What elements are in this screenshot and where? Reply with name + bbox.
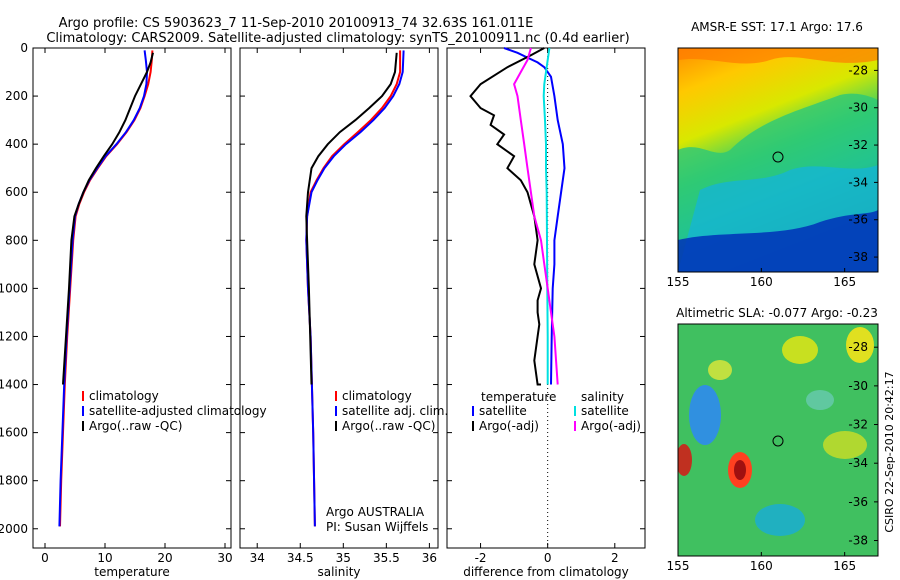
difference-xtick-label: 2 (611, 551, 619, 565)
sla-map-ytick-label: -38 (848, 534, 868, 548)
sst-map-ytick-label: -36 (848, 213, 868, 227)
salinity-axes-box (239, 47, 439, 549)
temperature-xtick-label: 30 (217, 551, 232, 565)
series-line-satellite-adjusted-climatology (58, 50, 149, 527)
sst-map-ytick-label: -28 (848, 63, 868, 77)
legend-label: satellite (479, 404, 527, 418)
series-line-temperature-argo-adj- (469, 47, 545, 386)
depth-tick-label: 1600 (0, 426, 28, 440)
series-line-climatology (59, 50, 154, 527)
temperature-xtick-label: 20 (157, 551, 172, 565)
sla-map: Altimetric SLA: -0.077 Argo: -0.23 155 16… (667, 306, 879, 573)
sst-map-xtick-label: 155 (667, 275, 690, 289)
sla-map-title: Altimetric SLA: -0.077 Argo: -0.23 (676, 306, 878, 320)
salinity-xtick-label: 35.5 (373, 551, 400, 565)
sla-map-xtick-label: 165 (833, 559, 856, 573)
series-line-salinity-satellite (542, 47, 551, 385)
salinity-xlabel: salinity (317, 565, 360, 579)
series-line-satellite-adj-clim- (305, 50, 405, 527)
legend-label: satellite adj. clim. (342, 404, 448, 418)
depth-tick-label: 2000 (0, 522, 28, 536)
temperature-panel: 0 10 20 30 0 200 400 600 800 1000 1200 1400 1600 1800… (0, 41, 267, 579)
depth-tick-label: 0 (20, 41, 28, 55)
sla-argo-marker (772, 435, 784, 447)
depth-tick-label: 600 (5, 185, 28, 199)
temperature-xlabel: temperature (94, 565, 169, 579)
legend-label: satellite-adjusted climatology (89, 404, 267, 418)
depth-tick-label: 400 (5, 137, 28, 151)
credit-label: CSIRO 22-Sep-2010 20:42:17 (883, 371, 896, 532)
legend-label: climatology (89, 389, 159, 403)
sla-map-xtick-label: 155 (667, 559, 690, 573)
series-line-argo-raw-qc- (62, 52, 154, 385)
argo-country-label: Argo AUSTRALIA (326, 505, 425, 519)
series-line-salinity-argo-adj- (513, 47, 559, 385)
temperature-xtick-label: 10 (97, 551, 112, 565)
legend-label: Argo(-adj) (479, 419, 539, 433)
depth-tick-label: 1800 (0, 474, 28, 488)
difference-axes-box (446, 47, 646, 549)
temperature-xtick-label: 0 (41, 551, 49, 565)
sst-map-ytick-label: -32 (848, 138, 868, 152)
depth-tick-label: 1000 (0, 281, 28, 295)
sla-map-ytick-label: -30 (848, 379, 868, 393)
difference-xlabel: difference from climatology (463, 565, 629, 579)
series-line-argo-raw-qc- (305, 52, 398, 385)
figure-title-line2: Climatology: CARS2009. Satellite-adjuste… (46, 31, 629, 46)
figure-title-line1: Argo profile: CS 5903623_7 11-Sep-2010 2… (59, 16, 534, 31)
sst-map-title: AMSR-E SST: 17.1 Argo: 17.6 (691, 20, 863, 34)
salinity-xtick-label: 34 (250, 551, 265, 565)
legend-label: Argo(..raw -QC) (89, 419, 182, 433)
series-line-temperature-satellite (503, 47, 566, 385)
sst-map-xtick-label: 165 (833, 275, 856, 289)
sla-map-ytick-label: -28 (848, 340, 868, 354)
legend-label: climatology (342, 389, 412, 403)
difference-xtick-label: -2 (475, 551, 487, 565)
legend-header: temperature (481, 390, 556, 404)
sst-map: AMSR-E SST: 17.1 Argo: 17.6 155 160 165 -28… (667, 20, 879, 289)
sla-map-ytick-label: -34 (848, 456, 868, 470)
sla-map-xtick-label: 160 (750, 559, 773, 573)
sst-map-ytick-label: -38 (848, 250, 868, 264)
sst-map-xtick-label: 160 (750, 275, 773, 289)
salinity-xtick-label: 35 (336, 551, 351, 565)
legend-header: salinity (581, 390, 624, 404)
sst-field (678, 48, 878, 272)
sst-map-ytick-label: -30 (848, 101, 868, 115)
depth-tick-label: 1200 (0, 329, 28, 343)
difference-xtick-label: 0 (544, 551, 552, 565)
pi-label: PI: Susan Wijffels (326, 520, 428, 534)
sla-map-ytick-label: -32 (848, 418, 868, 432)
depth-tick-label: 200 (5, 89, 28, 103)
legend-label: Argo(..raw -QC) (342, 419, 435, 433)
sst-map-ytick-label: -34 (848, 175, 868, 189)
legend-label: satellite (581, 404, 629, 418)
legend-label: Argo(-adj) (581, 419, 641, 433)
depth-tick-label: 800 (5, 233, 28, 247)
sst-argo-marker (772, 151, 784, 163)
salinity-xtick-label: 36 (422, 551, 437, 565)
temperature-axes-box (32, 47, 232, 549)
sla-map-ytick-label: -36 (848, 495, 868, 509)
depth-tick-label: 1400 (0, 378, 28, 392)
salinity-xtick-label: 34.5 (287, 551, 314, 565)
sla-field (678, 324, 878, 556)
salinity-panel: 34 34.5 35 35.5 36 salinity climatologysatelli… (239, 47, 448, 579)
